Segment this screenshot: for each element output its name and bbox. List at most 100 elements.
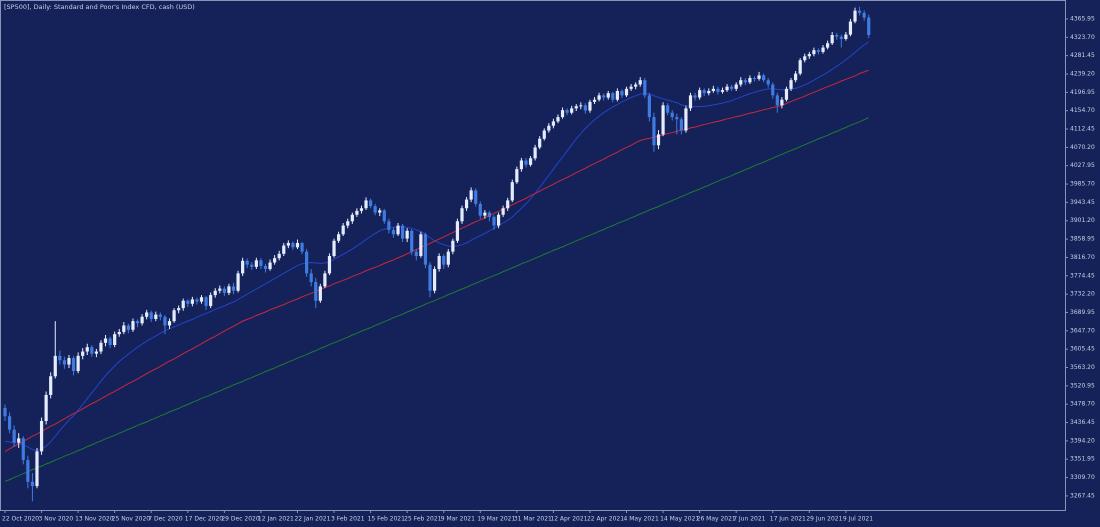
x-tick-label: 3 Nov 2020 xyxy=(39,516,74,523)
candle-body xyxy=(798,60,802,74)
candle-body xyxy=(323,273,327,287)
candle-body xyxy=(241,260,245,274)
candle-body xyxy=(3,407,7,417)
candle-body xyxy=(821,47,825,52)
candle-body xyxy=(30,481,35,487)
candle-body xyxy=(337,234,341,241)
candle-body xyxy=(602,95,606,98)
y-tick-label: 3394.20 xyxy=(1070,437,1095,444)
candle-body xyxy=(428,264,432,291)
candle-body xyxy=(140,316,144,324)
x-tick-label: 31 Mar 2021 xyxy=(514,516,552,523)
x-tick-label: 17 Jun 2021 xyxy=(770,516,806,523)
candle-body xyxy=(369,200,373,207)
candle-body xyxy=(90,347,94,354)
candle-body xyxy=(7,416,12,430)
candle-body xyxy=(510,182,514,201)
candle-body xyxy=(81,351,85,356)
candle-body xyxy=(103,338,108,343)
candle-body xyxy=(538,138,542,148)
candle-body xyxy=(94,351,98,354)
candle-body xyxy=(542,130,546,139)
candle-body xyxy=(76,355,80,372)
candle-body xyxy=(803,56,807,61)
candle-body xyxy=(291,242,295,248)
candle-body xyxy=(268,262,272,270)
candle-body xyxy=(711,88,715,92)
candle-body xyxy=(556,117,560,122)
candle-body xyxy=(355,210,359,215)
y-tick-label: 3309.70 xyxy=(1070,474,1095,481)
x-tick-label: 22 Jan 2021 xyxy=(294,516,330,523)
candle-body xyxy=(327,256,332,274)
candle-body xyxy=(17,438,21,443)
y-tick-label: 3689.95 xyxy=(1070,309,1095,316)
candle-body xyxy=(12,429,16,443)
candle-body xyxy=(108,338,112,346)
candle-body xyxy=(629,86,633,89)
candle-body xyxy=(794,73,798,81)
x-tick-label: 4 May 2021 xyxy=(624,516,659,523)
candle-body xyxy=(122,325,126,332)
y-tick-label: 3605.45 xyxy=(1070,346,1095,353)
candle-body xyxy=(483,212,487,216)
candle-body xyxy=(707,91,711,94)
candle-body xyxy=(222,288,226,293)
x-tick-label: 29 Dec 2020 xyxy=(221,516,260,523)
candle-body xyxy=(474,190,478,204)
candle-body xyxy=(58,355,62,361)
candle-body xyxy=(830,34,834,44)
candle-body xyxy=(451,240,455,252)
candle-body xyxy=(583,105,587,111)
candle-body xyxy=(730,86,734,89)
candle-body xyxy=(647,95,651,118)
candle-body xyxy=(277,253,281,259)
candle-body xyxy=(387,221,391,230)
y-tick-label: 3647.70 xyxy=(1070,327,1095,334)
candle-body xyxy=(570,108,574,113)
x-tick-label: 3 Feb 2021 xyxy=(331,516,365,523)
candle-body xyxy=(835,34,839,37)
candle-body xyxy=(857,10,862,13)
candle-body xyxy=(181,300,185,309)
candle-body xyxy=(515,169,519,183)
candle-body xyxy=(519,160,524,170)
candle-body xyxy=(432,269,437,291)
candle-body xyxy=(167,321,172,326)
candle-body xyxy=(748,77,752,83)
candle-body xyxy=(405,230,409,239)
candle-body xyxy=(350,214,354,222)
candle-body xyxy=(396,225,400,235)
candle-body xyxy=(245,260,249,265)
candle-body xyxy=(305,251,309,274)
candle-body xyxy=(487,212,492,217)
candle-body xyxy=(496,214,501,226)
candle-body xyxy=(492,216,496,226)
candle-body xyxy=(698,90,702,98)
candle-body xyxy=(661,105,665,135)
candle-body xyxy=(675,117,679,120)
candle-body xyxy=(71,358,76,372)
indicator-layer xyxy=(4,41,870,482)
candle-body xyxy=(113,334,117,346)
candle-body xyxy=(419,234,423,256)
candle-body xyxy=(341,225,345,235)
candle-body xyxy=(190,299,194,304)
candle-body xyxy=(400,225,405,239)
x-tick-label: 13 Nov 2020 xyxy=(75,516,114,523)
candle-body xyxy=(771,84,775,96)
candle-body xyxy=(853,10,857,22)
candle-body xyxy=(666,105,670,113)
candle-body xyxy=(172,310,176,322)
x-tick-label: 7 Dec 2020 xyxy=(148,516,183,523)
candle-body xyxy=(679,119,683,131)
candle-body xyxy=(227,286,231,293)
candle-body xyxy=(762,75,766,81)
candle-body xyxy=(688,95,693,109)
x-tick-label: 25 Nov 2020 xyxy=(112,516,151,523)
candle-body xyxy=(506,200,510,209)
candle-body xyxy=(725,86,729,91)
x-tick-label: 12 Apr 2021 xyxy=(550,516,587,523)
